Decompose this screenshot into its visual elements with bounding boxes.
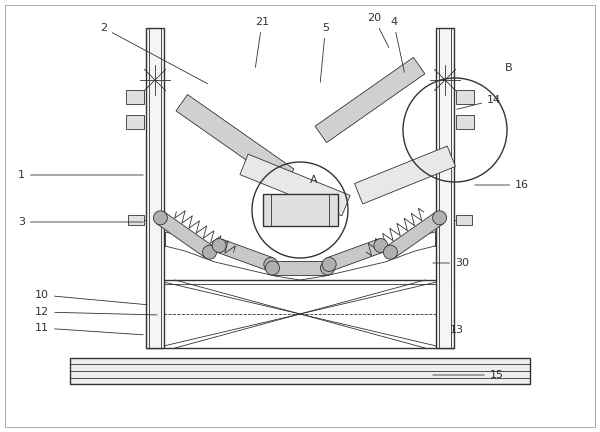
Bar [146,28,164,348]
Text: 21: 21 [255,17,269,67]
Bar [456,115,474,129]
Text: 11: 11 [35,323,143,335]
Circle shape [265,261,280,275]
Bar [126,90,144,104]
Polygon shape [386,212,443,258]
Text: B: B [505,63,512,73]
Bar [456,215,472,225]
Circle shape [322,257,336,271]
Circle shape [374,238,388,253]
Text: A: A [310,175,317,185]
Text: 16: 16 [475,180,529,190]
Bar [128,215,144,225]
Circle shape [383,245,397,259]
Circle shape [264,257,278,271]
Polygon shape [217,239,273,271]
Circle shape [212,238,226,253]
Polygon shape [327,239,383,271]
Text: 1: 1 [18,170,143,180]
Text: 3: 3 [18,217,143,227]
Circle shape [154,211,167,225]
Text: 13: 13 [450,325,464,335]
Polygon shape [157,212,214,258]
Text: 12: 12 [35,307,157,317]
Text: 20: 20 [367,13,389,48]
Circle shape [320,261,335,275]
Text: 2: 2 [100,23,208,84]
Polygon shape [315,57,425,143]
Bar [126,115,144,129]
Circle shape [433,211,446,225]
Text: 4: 4 [390,17,404,72]
Polygon shape [176,95,294,185]
Text: 5: 5 [320,23,329,82]
Bar [436,28,454,348]
Polygon shape [272,261,328,275]
Circle shape [203,245,217,259]
Bar [263,194,338,226]
Polygon shape [240,154,350,216]
Bar [70,358,530,384]
Text: 14: 14 [457,95,501,109]
Text: 30: 30 [433,258,469,268]
Polygon shape [355,146,455,204]
Bar [456,90,474,104]
Text: 10: 10 [35,290,147,305]
Text: 15: 15 [433,370,504,380]
